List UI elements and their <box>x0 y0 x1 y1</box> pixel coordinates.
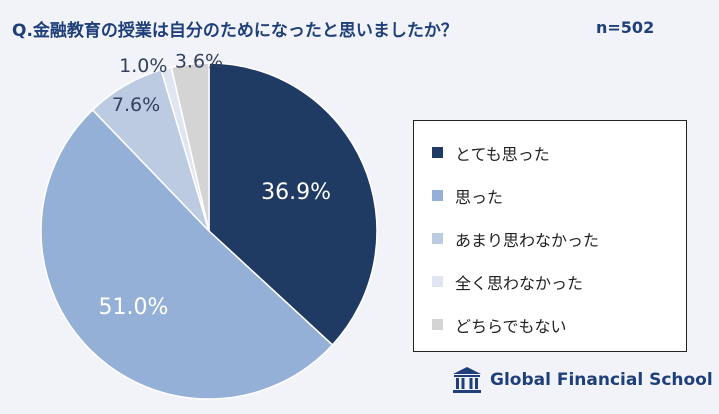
pie-slice <box>170 62 210 232</box>
legend-swatch <box>432 147 443 158</box>
legend-label: 全く思わなかった <box>455 273 584 293</box>
data-label: 7.6% <box>112 94 160 116</box>
legend-item: どちらでもない <box>414 303 686 346</box>
legend-label: あまり思わなかった <box>455 230 600 250</box>
legend-label: どちらでもない <box>455 316 567 336</box>
legend-label: 思った <box>455 187 504 207</box>
legend-swatch <box>432 190 443 201</box>
data-label: 36.9% <box>261 180 331 205</box>
legend-item: 思った <box>414 174 686 217</box>
legend-item: とても思った <box>414 131 686 174</box>
legend-swatch <box>432 276 443 287</box>
page-title: Q.金融教育の授業は自分のためになったと思いましたか？ <box>12 21 458 41</box>
data-label: 1.0% <box>119 55 167 77</box>
pie-slice <box>40 108 334 400</box>
data-label: 51.0% <box>98 295 168 320</box>
brand-name: Global Financial School <box>490 370 713 390</box>
legend-swatch <box>432 233 443 244</box>
sample-size-label: n=502 <box>596 18 655 37</box>
chart-legend: とても思った 思った あまり思わなかった 全く思わなかった どちらでもない <box>413 120 687 352</box>
legend-swatch <box>432 319 443 330</box>
pie-slice <box>208 62 378 347</box>
legend-label: とても思った <box>455 144 550 164</box>
legend-item: あまり思わなかった <box>414 217 686 260</box>
legend-item: 全く思わなかった <box>414 260 686 303</box>
brand-logo: Global Financial School <box>452 366 713 394</box>
data-label: 3.6% <box>175 51 223 73</box>
school-building-icon <box>453 367 481 393</box>
